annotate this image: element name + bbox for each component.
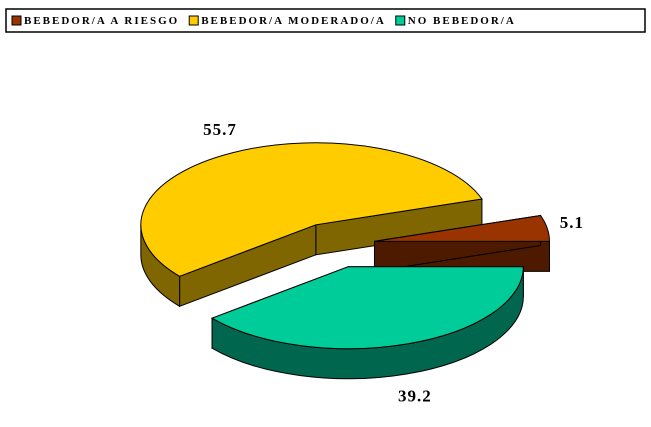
legend-swatch	[395, 15, 406, 26]
legend-label: NO BEBEDOR/A	[408, 15, 516, 27]
legend-swatch	[188, 15, 199, 26]
legend-label: BEBEDOR/A A RIESGO	[24, 15, 179, 27]
legend-label: BEBEDOR/A MODERADO/A	[201, 15, 386, 27]
legend-box	[5, 8, 646, 33]
slice	[140, 142, 483, 277]
slice	[374, 214, 550, 242]
data-label: 39.2	[398, 386, 432, 405]
data-label: 55.7	[203, 120, 237, 139]
data-label: 5.1	[560, 213, 584, 232]
legend-swatch	[11, 15, 22, 26]
slice	[210, 266, 524, 350]
